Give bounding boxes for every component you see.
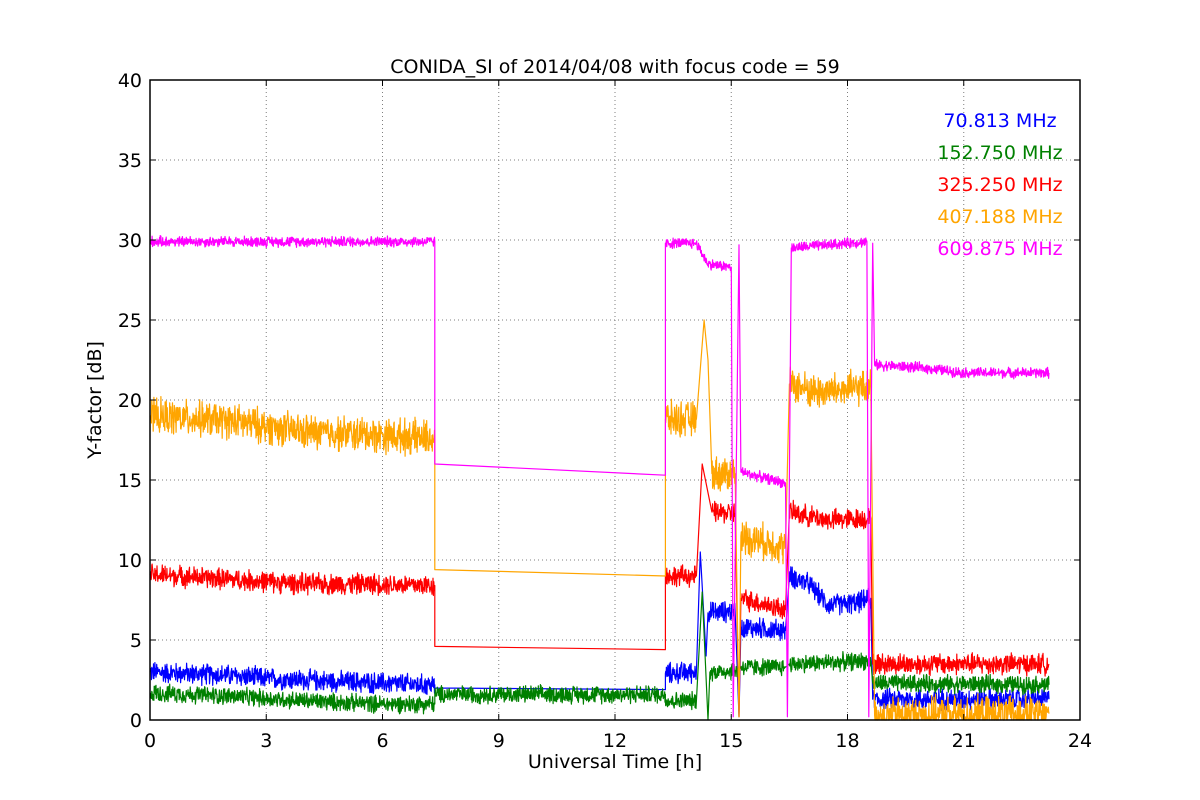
x-axis-label: Universal Time [h] [528,751,702,773]
legend-entry: 609.875 MHz [937,238,1062,260]
x-tick-label: 9 [493,730,505,752]
x-tick-label: 0 [144,730,156,752]
y-tick-label: 35 [118,150,142,172]
y-tick-label: 5 [130,630,142,652]
legend-entry: 407.188 MHz [937,206,1062,228]
x-tick-label: 21 [952,730,976,752]
y-tick-label: 40 [118,70,142,92]
series-line-0 [149,551,1050,718]
y-tick-label: 20 [118,390,142,412]
x-tick-label: 15 [719,730,743,752]
x-tick-label: 6 [376,730,388,752]
x-tick-label: 12 [603,730,627,752]
legend: 70.813 MHz 152.750 MHz 325.250 MHz 407.188 … [937,110,1062,260]
series-lines [149,235,1050,721]
series-line-1 [149,591,1050,721]
y-axis-label: Y-factor [dB] [84,341,106,460]
legend-entry: 325.250 MHz [937,174,1062,196]
y-tick-label: 0 [130,710,142,732]
x-tick-label: 18 [835,730,859,752]
series-line-4 [149,235,1050,718]
x-tick-label: 3 [260,730,272,752]
grid [150,80,1080,720]
x-tick-label: 24 [1068,730,1092,752]
axis-ticks: 0 3 6 9 12 15 18 21 24 0 5 10 15 20 25 30 35 40 [118,70,1092,752]
y-tick-label: 25 [118,310,142,332]
series-line-3 [149,319,1050,721]
chart-title: CONIDA_SI of 2014/04/08 with focus code … [390,56,840,78]
y-tick-label: 10 [118,550,142,572]
y-tick-label: 15 [118,470,142,492]
series-line-2 [149,463,1050,718]
legend-entry: 152.750 MHz [937,142,1062,164]
legend-entry: 70.813 MHz [943,110,1056,132]
y-tick-label: 30 [118,230,142,252]
